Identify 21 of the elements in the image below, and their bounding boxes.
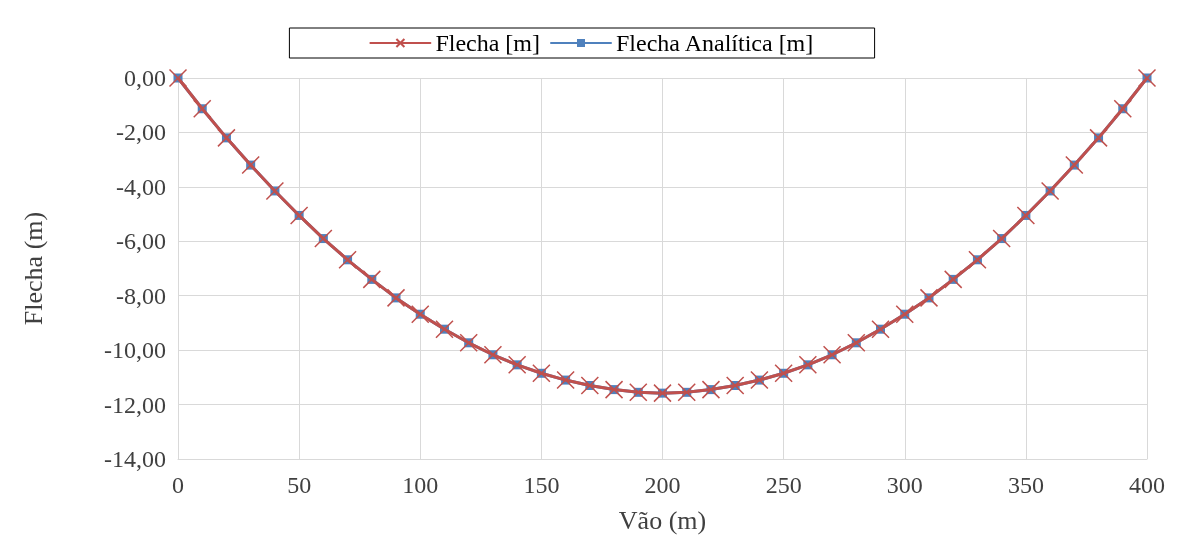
x-tick-label: 300 — [886, 472, 923, 498]
y-tick-label: -6,00 — [116, 228, 166, 255]
y-tick-label: -4,00 — [116, 173, 166, 200]
y-tick-label: -2,00 — [116, 119, 166, 146]
y-axis-title: Flecha (m) — [18, 211, 48, 326]
y-tick-label: -14,00 — [104, 446, 166, 472]
x-tick-label: 150 — [523, 472, 560, 498]
legend-label: Flecha Analítica [m] — [616, 30, 814, 56]
y-tick-label: -12,00 — [104, 391, 166, 418]
x-axis-title: Vão (m) — [618, 505, 707, 535]
x-tick-label: 250 — [765, 472, 802, 498]
x-tick-label: 50 — [287, 472, 312, 498]
x-tick-label: 100 — [402, 472, 439, 498]
legend-label: Flecha [m] — [435, 30, 541, 56]
y-tick-label: 0,00 — [124, 65, 166, 91]
y-tick-label: -10,00 — [104, 337, 166, 364]
x-tick-label: 350 — [1007, 472, 1044, 498]
y-tick-label: -8,00 — [116, 282, 166, 309]
x-tick-label: 200 — [644, 472, 681, 498]
x-tick-label: 0 — [172, 472, 184, 498]
x-tick-label: 400 — [1129, 472, 1165, 498]
